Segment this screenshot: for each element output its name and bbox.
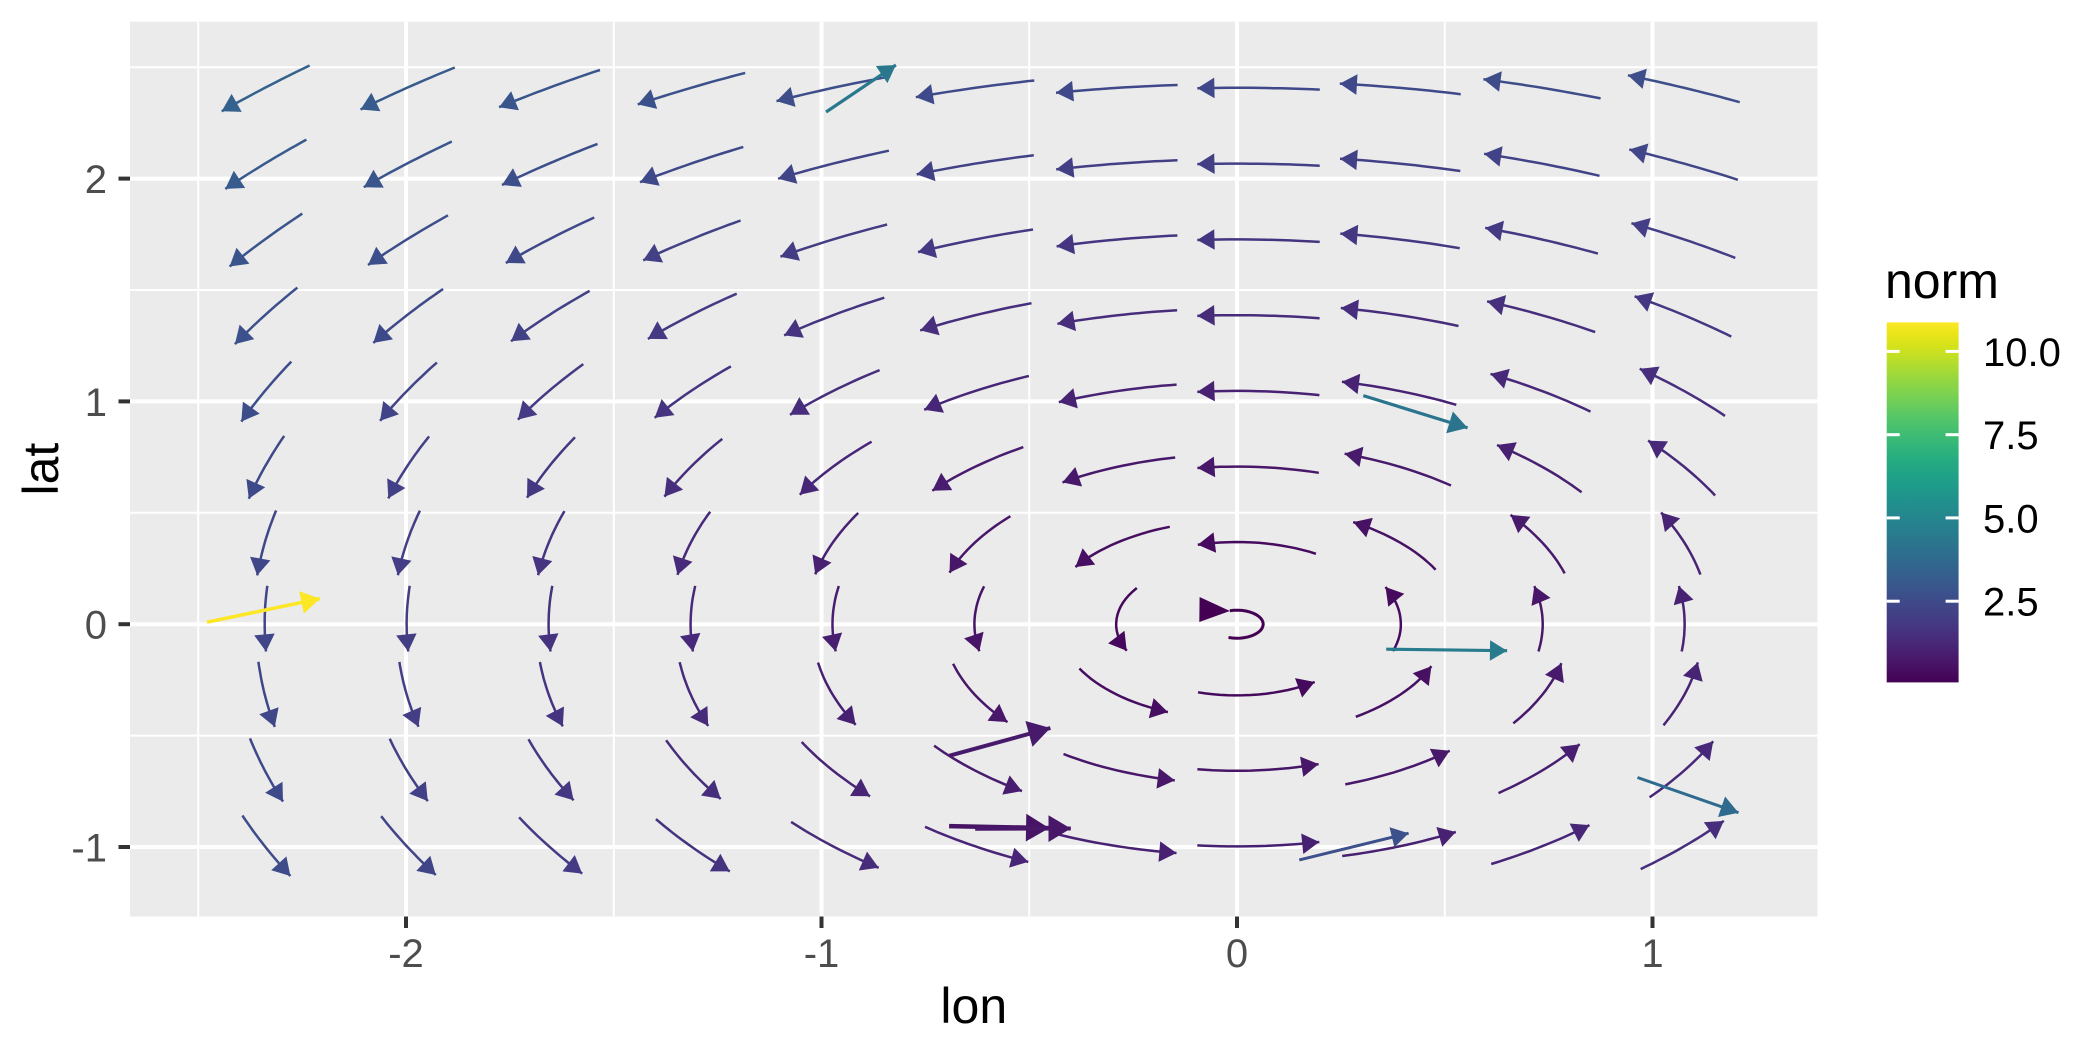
svg-text:2: 2 (85, 158, 107, 202)
svg-text:10.0: 10.0 (1983, 331, 2061, 375)
svg-text:-2: -2 (388, 932, 424, 976)
svg-text:lat: lat (13, 443, 69, 496)
svg-text:7.5: 7.5 (1983, 414, 2039, 458)
svg-text:-1: -1 (71, 827, 107, 871)
svg-text:lon: lon (940, 978, 1007, 1034)
svg-text:5.0: 5.0 (1983, 497, 2039, 541)
svg-text:-1: -1 (804, 932, 840, 976)
svg-text:1: 1 (1641, 932, 1663, 976)
svg-text:0: 0 (85, 604, 107, 648)
svg-text:norm: norm (1885, 253, 1999, 309)
svg-text:0: 0 (1226, 932, 1248, 976)
svg-text:1: 1 (85, 381, 107, 425)
svg-text:2.5: 2.5 (1983, 581, 2039, 625)
